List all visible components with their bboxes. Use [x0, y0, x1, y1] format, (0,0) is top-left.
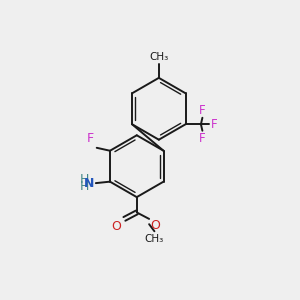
Text: O: O — [151, 220, 160, 232]
Text: H: H — [80, 180, 89, 193]
Text: CH₃: CH₃ — [149, 52, 169, 62]
Text: F: F — [87, 132, 94, 146]
Text: F: F — [199, 104, 206, 117]
Text: H: H — [80, 173, 89, 186]
Text: F: F — [199, 133, 206, 146]
Text: O: O — [112, 220, 122, 233]
Text: CH₃: CH₃ — [145, 234, 164, 244]
Text: F: F — [211, 118, 218, 131]
Text: N: N — [84, 177, 94, 190]
